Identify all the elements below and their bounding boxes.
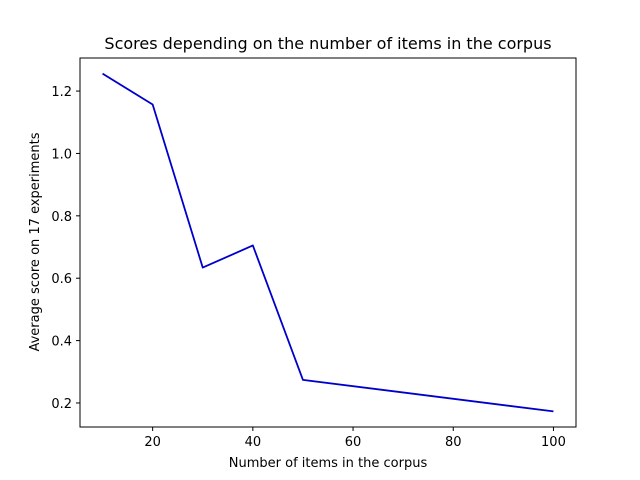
x-tick-label: 100 — [541, 435, 566, 450]
y-tick-label: 0.8 — [51, 210, 72, 225]
y-axis: 0.2 0.4 0.6 0.8 1.0 1.2 — [51, 85, 80, 412]
x-axis-label: Number of items in the corpus — [229, 456, 428, 471]
chart-title: Scores depending on the number of items … — [104, 34, 551, 53]
x-tick-label: 60 — [345, 435, 362, 450]
y-tick-label: 1.0 — [51, 147, 72, 162]
y-tick-label: 1.2 — [51, 85, 72, 100]
x-tick-label: 80 — [445, 435, 462, 450]
x-axis: 20 40 60 80 100 — [144, 427, 566, 450]
x-tick-label: 40 — [245, 435, 262, 450]
plot-area-frame — [79, 57, 577, 428]
y-axis-label: Average score on 17 experiments — [28, 132, 43, 351]
y-tick-label: 0.2 — [51, 397, 72, 412]
x-tick-label: 20 — [144, 435, 161, 450]
series-group — [102, 72, 554, 413]
y-tick-label: 0.4 — [51, 335, 72, 350]
y-tick-label: 0.6 — [51, 272, 72, 287]
series-line — [102, 72, 554, 413]
